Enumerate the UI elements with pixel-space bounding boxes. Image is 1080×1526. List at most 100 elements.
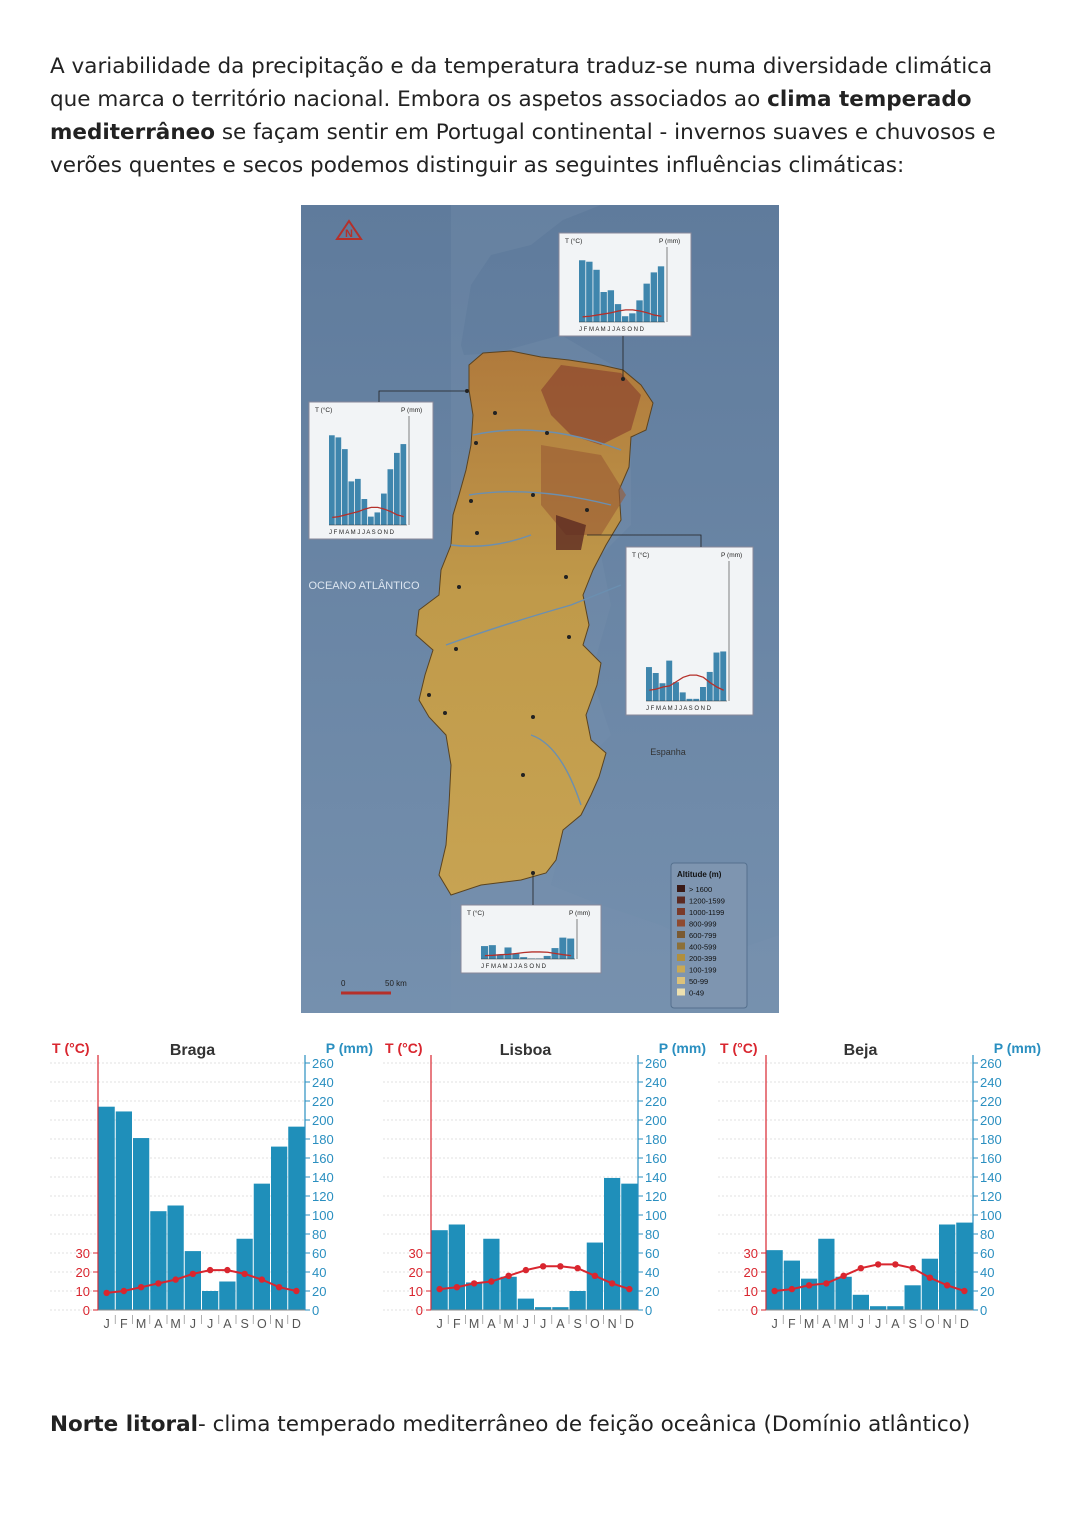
p-tick-label: 180 — [645, 1132, 667, 1147]
precip-bar — [818, 1238, 835, 1310]
inset-bar — [579, 260, 586, 322]
temperature-point — [137, 1284, 145, 1291]
inset-bar — [496, 954, 504, 959]
legend-swatch — [677, 931, 685, 938]
inset-bar — [361, 499, 368, 525]
inset-bar — [622, 316, 629, 322]
p-tick-label: 200 — [980, 1113, 1002, 1128]
section-heading: Norte litoral- clima temperado mediterrâ… — [50, 1412, 970, 1437]
p-tick-label: 140 — [312, 1170, 334, 1185]
month-label: S — [240, 1317, 248, 1331]
legend-title: Altitude (m) — [677, 870, 722, 879]
inset-months: J F M A M J J A S O N D — [481, 964, 547, 970]
legend-label: 200-399 — [689, 954, 717, 963]
inset-t-label: T (°C) — [315, 406, 332, 414]
legend-swatch — [677, 908, 685, 915]
month-label: A — [822, 1317, 831, 1331]
inset-bar — [643, 283, 650, 322]
month-label: O — [925, 1317, 935, 1331]
t-tick-label: 30 — [744, 1246, 758, 1261]
temperature-point — [293, 1287, 300, 1295]
p-tick-label: 100 — [980, 1208, 1002, 1223]
p-tick-label: 100 — [645, 1208, 667, 1223]
month-label: J — [772, 1317, 778, 1331]
month-label: D — [625, 1317, 634, 1331]
month-label: D — [960, 1317, 969, 1331]
t-tick-label: 10 — [409, 1284, 423, 1299]
temperature-point — [275, 1284, 283, 1291]
inset-temp-line — [332, 506, 404, 519]
inset-bar — [400, 444, 407, 525]
north-arrow: N — [335, 219, 363, 240]
temperature-point — [522, 1266, 530, 1274]
t-tick-label: 10 — [76, 1284, 90, 1299]
t-tick-label: 30 — [409, 1246, 423, 1261]
month-label: O — [257, 1317, 267, 1331]
inset-temp-line — [582, 309, 662, 318]
legend-swatch — [677, 988, 685, 996]
legend-swatch — [677, 954, 685, 961]
p-tick-label: 240 — [645, 1075, 667, 1090]
inset-bar — [342, 449, 348, 525]
precip-bar — [483, 1238, 500, 1310]
temperature-point — [788, 1285, 796, 1293]
temperature-point — [840, 1272, 847, 1279]
city-dots — [427, 377, 625, 875]
inset-bar — [673, 682, 679, 701]
t-tick-label: 30 — [76, 1246, 90, 1261]
p-tick-label: 80 — [980, 1227, 994, 1242]
map-svg: N OCEANO ATLÂNTICO Espanha 0 50 km Altit… — [301, 205, 779, 1013]
inset-faro: T (°C) P (mm) J F M A M J J A S O N D — [460, 904, 602, 974]
month-label: S — [908, 1317, 916, 1331]
leader-guarda — [587, 534, 702, 547]
precip-bar — [167, 1205, 184, 1310]
inset-bar — [600, 292, 607, 322]
temperature-point — [805, 1282, 813, 1289]
legend-swatch — [677, 977, 685, 984]
precip-bar — [552, 1307, 569, 1310]
inset-months: J F M A M J J A S O N D — [646, 706, 712, 712]
inset-braga: T (°C) P (mm) J F M A M J J A S O N D — [308, 401, 434, 540]
leader-braga — [378, 390, 467, 402]
month-label: N — [275, 1317, 284, 1331]
month-label: M — [136, 1317, 146, 1331]
chart-title: Beja — [844, 1042, 878, 1059]
precip-bar — [431, 1230, 448, 1310]
precip-bar — [115, 1111, 132, 1310]
month-label: F — [120, 1317, 128, 1331]
month-label: A — [891, 1317, 900, 1331]
inset-t-label: T (°C) — [467, 909, 484, 917]
temperature-point — [539, 1263, 547, 1270]
t-tick-label: 0 — [416, 1303, 423, 1318]
p-tick-label: 160 — [645, 1151, 667, 1166]
temperature-point — [258, 1276, 266, 1283]
inset-bar — [706, 671, 713, 701]
legend-label: > 1600 — [689, 885, 712, 894]
p-tick-label: 240 — [312, 1075, 334, 1090]
precip-bar — [448, 1224, 465, 1310]
p-tick-label: 80 — [645, 1227, 659, 1242]
temperature-point — [557, 1263, 564, 1270]
month-label: J — [104, 1317, 110, 1331]
p-tick-label: 40 — [980, 1265, 994, 1280]
inset-bar — [355, 478, 361, 525]
inset-t-label: T (°C) — [632, 551, 649, 559]
precip-bar — [184, 1251, 201, 1310]
temperature-point — [943, 1282, 951, 1289]
temperature-point — [488, 1278, 495, 1285]
p-axis-label: P (mm) — [326, 1040, 373, 1056]
p-tick-label: 0 — [980, 1303, 987, 1318]
precip-bar — [253, 1183, 270, 1310]
p-tick-label: 200 — [645, 1113, 667, 1128]
precip-bar — [202, 1291, 219, 1310]
p-tick-label: 40 — [312, 1265, 326, 1280]
precip-bar — [783, 1260, 800, 1310]
inset-p-label: P (mm) — [721, 552, 742, 559]
month-label: M — [469, 1317, 479, 1331]
legend-label: 1200-1599 — [689, 897, 725, 906]
highlands-northeast — [541, 365, 641, 445]
spain-label: Espanha — [650, 747, 686, 757]
inset-bar — [629, 313, 636, 322]
legend-label: 0-49 — [689, 989, 704, 998]
legend-label: 400-599 — [689, 943, 717, 952]
